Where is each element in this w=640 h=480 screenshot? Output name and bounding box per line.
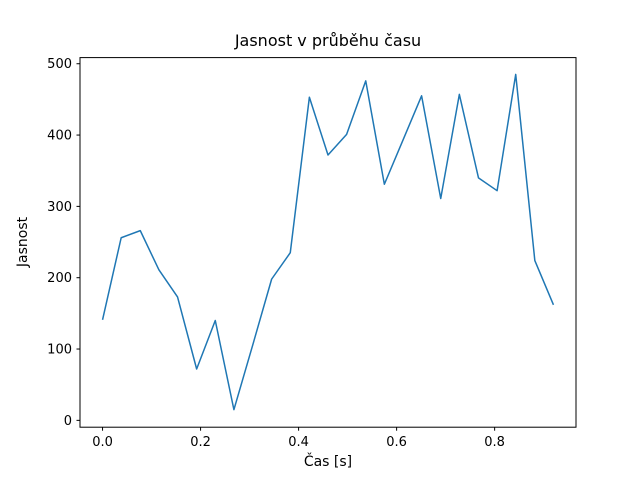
y-tick-label: 300 — [47, 200, 72, 215]
brightness-series-line — [101, 73, 555, 411]
x-tick-label: 0.8 — [484, 435, 505, 450]
y-tick-label: 100 — [47, 343, 72, 358]
y-tick-label: 400 — [47, 129, 72, 144]
x-tick-label: 0.2 — [190, 435, 211, 450]
y-axis-label: Jasnost — [15, 216, 31, 268]
y-tick-label: 0 — [64, 414, 72, 429]
x-tick-label: 0.6 — [386, 435, 407, 450]
chart-generated-content: 0.0 0.2 0.4 0.6 0.8 0 100 200 300 400 500 — [47, 57, 555, 450]
plot-area — [79, 57, 577, 428]
y-tick-label: 200 — [47, 271, 72, 286]
x-tick-label: 0.4 — [288, 435, 309, 450]
chart-title: Jasnost v průběhu času — [234, 31, 421, 50]
x-tick-label: 0.0 — [92, 435, 113, 450]
y-tick-label: 500 — [47, 57, 72, 72]
x-axis-label: Čas [s] — [304, 452, 352, 470]
